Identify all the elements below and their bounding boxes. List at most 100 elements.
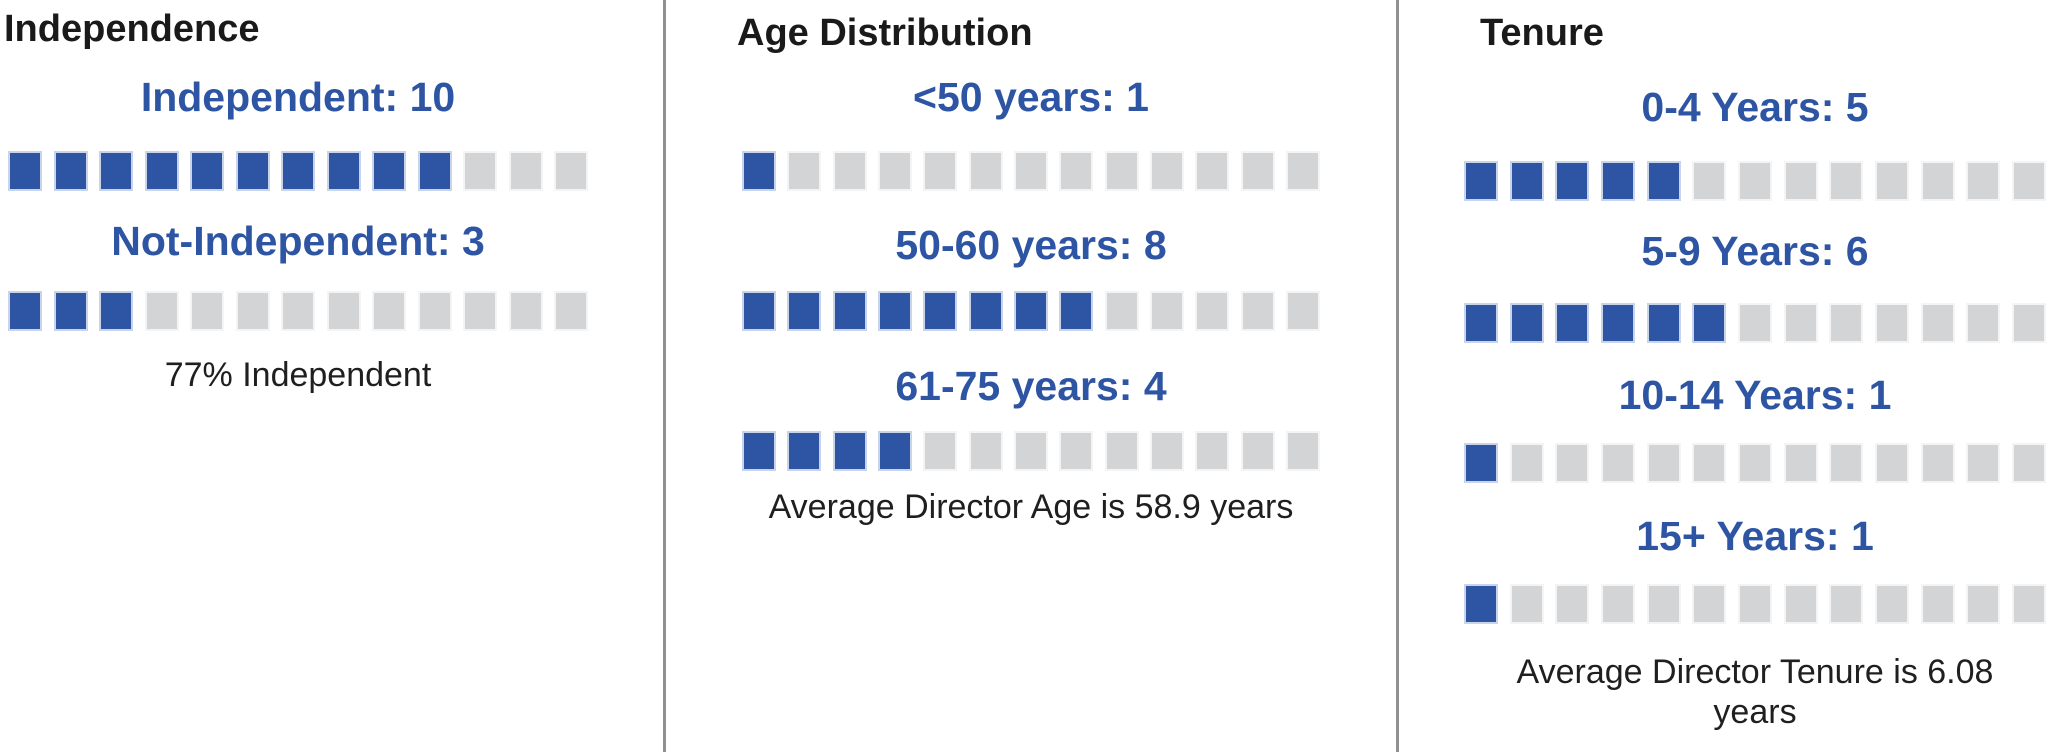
unit-square-empty [968, 151, 1003, 191]
unit-square-filled [1013, 291, 1048, 331]
unit-square-empty [1240, 151, 1275, 191]
unit-square-empty [1874, 303, 1909, 343]
unit-square-filled [1464, 443, 1498, 483]
panel-title-age-distribution: Age Distribution [737, 12, 1033, 54]
pictograph-row [1464, 161, 2046, 201]
unit-square-empty [1829, 443, 1864, 483]
unit-square-empty [1285, 151, 1320, 191]
unit-square-empty [1509, 584, 1544, 624]
unit-square-empty [832, 151, 867, 191]
unit-square-filled [235, 151, 270, 191]
unit-square-empty [923, 151, 958, 191]
panel-caption-line: Average Director Tenure is 6.08 [1516, 653, 1994, 691]
unit-square-filled [877, 431, 912, 471]
unit-square-empty [1874, 443, 1909, 483]
unit-square-empty [1692, 584, 1727, 624]
unit-square-empty [281, 291, 315, 331]
unit-square-empty [1555, 584, 1590, 624]
category-label: 5-9 Years: 6 [1641, 228, 1869, 274]
unit-square-empty [1966, 161, 2001, 201]
unit-square-empty [1285, 431, 1320, 471]
unit-square-empty [235, 291, 270, 331]
unit-square-empty [1692, 443, 1727, 483]
pictograph-row [8, 291, 588, 331]
panel-caption-line: 77% Independent [164, 356, 432, 394]
unit-square-empty [1920, 303, 1955, 343]
unit-square-empty [1104, 151, 1139, 191]
unit-square-filled [832, 291, 867, 331]
unit-square-filled [877, 291, 912, 331]
category-label: 61-75 years: 4 [895, 363, 1167, 409]
unit-square-empty [2011, 584, 2046, 624]
unit-square-filled [8, 151, 42, 191]
unit-square-empty [1966, 584, 2001, 624]
unit-square-empty [1783, 303, 1818, 343]
pictograph-row [742, 151, 1320, 191]
unit-square-filled [787, 291, 822, 331]
unit-square-empty [1737, 443, 1772, 483]
unit-square-filled [1692, 303, 1727, 343]
unit-square-empty [1737, 161, 1772, 201]
unit-square-filled [1646, 303, 1681, 343]
unit-square-empty [1692, 161, 1727, 201]
unit-square-filled [1464, 584, 1498, 624]
unit-square-empty [1737, 303, 1772, 343]
unit-square-filled [99, 291, 133, 331]
panel-divider-1 [663, 0, 666, 752]
unit-square-filled [417, 151, 452, 191]
panel-caption: Average Director Age is 58.9 years [769, 487, 1294, 527]
unit-square-empty [923, 431, 958, 471]
unit-square-filled [968, 291, 1003, 331]
unit-square-empty [2011, 443, 2046, 483]
unit-square-empty [1195, 291, 1230, 331]
unit-square-empty [1966, 303, 2001, 343]
unit-square-filled [1464, 303, 1498, 343]
pictograph-row [1464, 443, 2046, 483]
unit-square-filled [1600, 161, 1635, 201]
category-label: <50 years: 1 [913, 74, 1149, 120]
unit-square-empty [326, 291, 361, 331]
unit-square-filled [53, 151, 88, 191]
unit-square-empty [463, 291, 497, 331]
pictograph-row [1464, 303, 2046, 343]
unit-square-empty [1829, 303, 1864, 343]
category-label: Independent: 10 [140, 74, 456, 120]
unit-square-empty [1600, 584, 1635, 624]
unit-square-empty [1104, 291, 1139, 331]
unit-square-empty [417, 291, 452, 331]
unit-square-empty [144, 291, 179, 331]
unit-square-empty [1600, 443, 1635, 483]
unit-square-empty [463, 151, 497, 191]
pictograph-row [742, 291, 1320, 331]
unit-square-filled [1555, 161, 1590, 201]
unit-square-empty [1555, 443, 1590, 483]
unit-square-filled [742, 431, 776, 471]
unit-square-empty [2011, 161, 2046, 201]
unit-square-empty [1920, 443, 1955, 483]
category-label: Not-Independent: 3 [111, 218, 485, 264]
unit-square-filled [99, 151, 133, 191]
unit-square-empty [877, 151, 912, 191]
unit-square-empty [1059, 431, 1094, 471]
unit-square-empty [372, 291, 406, 331]
unit-square-empty [508, 291, 543, 331]
unit-square-empty [1737, 584, 1772, 624]
unit-square-empty [1013, 431, 1048, 471]
unit-square-filled [787, 431, 822, 471]
unit-square-empty [1059, 151, 1094, 191]
unit-square-filled [1600, 303, 1635, 343]
panel-divider-2 [1396, 0, 1399, 752]
unit-square-empty [1195, 151, 1230, 191]
panel-caption-line: Average Director Age is 58.9 years [768, 488, 1294, 526]
unit-square-filled [923, 291, 958, 331]
unit-square-empty [1509, 443, 1544, 483]
panel-caption: Average Director Tenure is 6.08 years [1517, 652, 1994, 732]
unit-square-empty [2011, 303, 2046, 343]
unit-square-filled [1509, 161, 1544, 201]
unit-square-filled [742, 291, 776, 331]
unit-square-empty [1149, 291, 1184, 331]
unit-square-empty [1920, 584, 1955, 624]
unit-square-empty [554, 291, 588, 331]
unit-square-empty [1874, 161, 1909, 201]
